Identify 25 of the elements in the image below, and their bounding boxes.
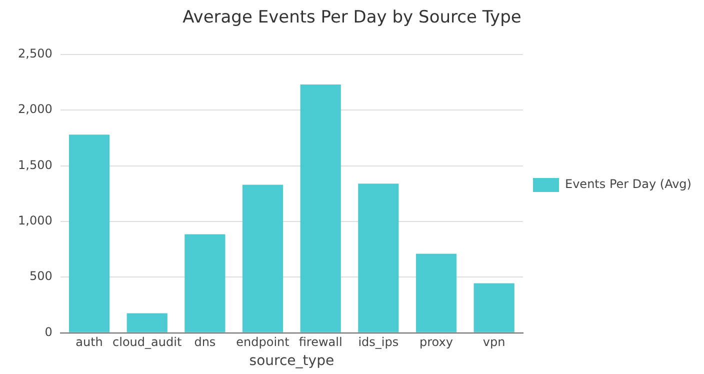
x-tick-label: vpn [482,335,506,350]
bar [184,234,226,332]
y-tick-label: 500 [29,269,52,284]
x-tick-label: dns [194,335,216,350]
legend-label: Events Per Day (Avg) [565,177,692,192]
bar [474,283,514,332]
y-tick-label: 0 [44,324,52,339]
bar [242,184,284,332]
bar [68,134,110,332]
x-axis-title: source_type [249,353,334,370]
x-tick-label: cloud_audit [112,335,182,350]
y-tick-label: 2,500 [18,46,52,61]
chart-title: Average Events Per Day by Source Type [182,8,522,28]
y-tick-label: 1,500 [18,158,52,172]
y-tick-label: 2,000 [18,102,52,116]
bar [416,254,457,332]
bar [126,313,168,332]
y-tick-label: 1,000 [18,214,52,228]
x-tick-label: endpoint [236,335,290,350]
bar [300,84,341,332]
x-tick-label: ids_ips [358,335,399,350]
bar [358,184,399,332]
x-tick-label: auth [76,335,103,350]
x-tick-label: firewall [298,335,342,350]
x-tick-label: proxy [420,335,453,350]
